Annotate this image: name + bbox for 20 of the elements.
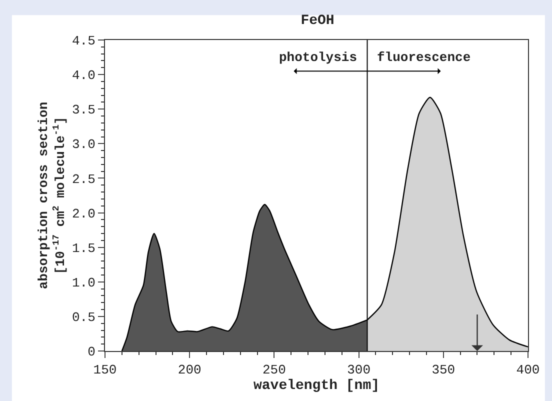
x-tick-label: 150: [93, 362, 117, 378]
y-tick-label: 2.0: [72, 206, 96, 222]
y-tick-label: 2.5: [72, 172, 96, 187]
y-tick-label: 4.0: [72, 68, 96, 84]
x-tick-label: 250: [262, 362, 286, 378]
x-tick-label: 300: [347, 362, 371, 378]
annotation: fluorescence: [377, 50, 471, 65]
x-tick-label: 200: [178, 362, 202, 378]
y-tick-label: 0.5: [72, 310, 96, 325]
x-axis-title: wavelength [nm]: [253, 378, 380, 394]
annotation: photolysis: [279, 50, 358, 65]
y-tick-label: 0: [88, 344, 96, 360]
y-tick-label: 1.0: [72, 275, 96, 290]
x-tick-label: 400: [516, 362, 540, 378]
y-tick-label: 3.0: [72, 137, 96, 152]
y-tick-label: 1.5: [72, 240, 96, 256]
y-tick-label: 4.5: [72, 34, 96, 49]
x-tick-label: 350: [432, 362, 456, 378]
chart-title: FeOH: [300, 12, 334, 29]
y-tick-label: 3.5: [72, 102, 96, 118]
